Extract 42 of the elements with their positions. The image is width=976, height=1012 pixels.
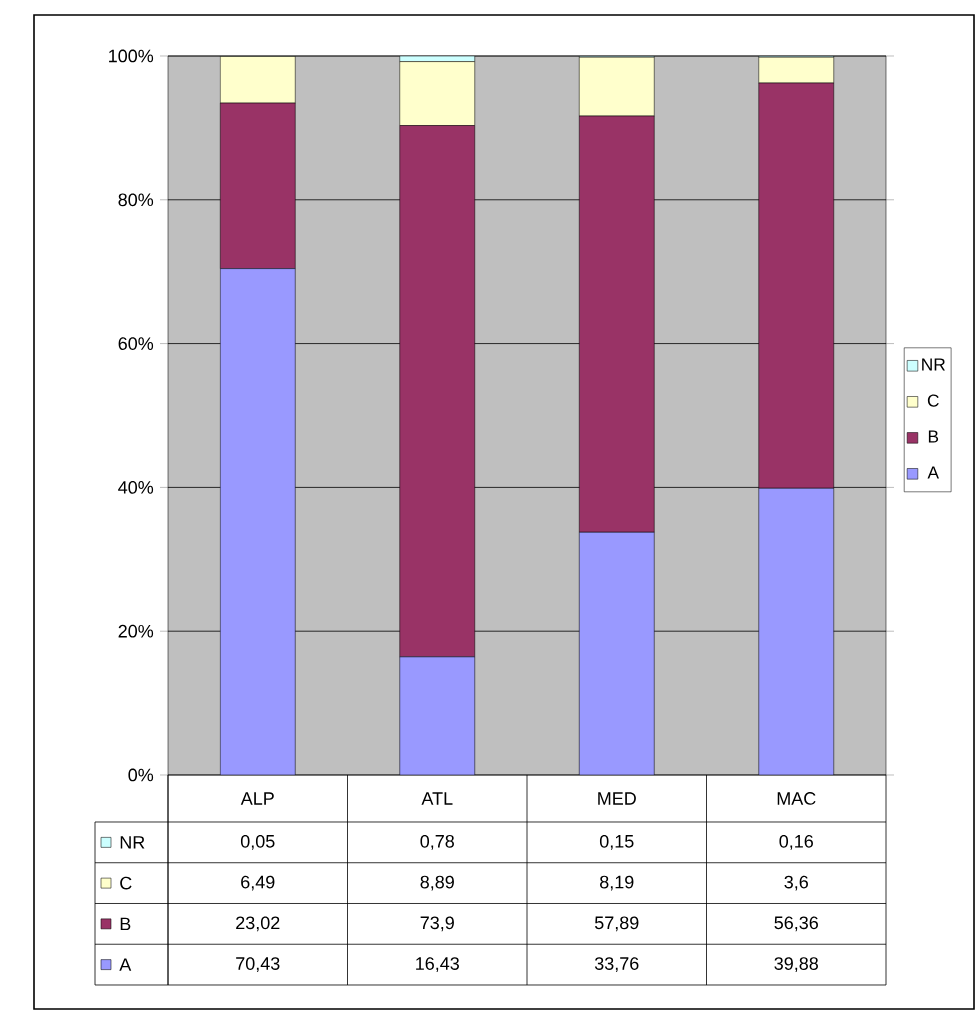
x-tick-label: MAC: [777, 792, 816, 805]
data-label: 8,89: [420, 875, 454, 891]
text: C: [120, 876, 132, 890]
legend-label: C: [927, 394, 939, 407]
data-label: 56,36: [774, 916, 818, 932]
y-tick-label: 0%: [128, 768, 154, 782]
data-label: 0,05: [240, 834, 275, 850]
data-label: 16,43: [416, 957, 459, 973]
data-label: 23,02: [236, 916, 280, 932]
bar: [219, 56, 296, 104]
data-label: 0,15: [599, 834, 634, 850]
text: B: [120, 917, 131, 931]
x-tick-label: ATL: [421, 792, 453, 805]
bar: [399, 656, 476, 775]
bar: [758, 56, 835, 84]
legend-label: B: [928, 430, 939, 443]
data-label: 3,6: [784, 875, 808, 891]
x-tick-label: ALP: [240, 792, 274, 805]
x-tick-label: MED: [598, 792, 636, 805]
y-tick-label: 20%: [118, 624, 154, 638]
data-label: 70,43: [236, 957, 280, 973]
data-label: 57,89: [594, 916, 639, 932]
data-label: 39,88: [774, 957, 818, 973]
bar: [399, 61, 476, 126]
data-label: 73,9: [420, 916, 454, 932]
bar: [758, 487, 835, 775]
y-tick-label: 40%: [118, 481, 154, 494]
bar: [578, 531, 655, 775]
legend-label: A: [927, 466, 940, 479]
data-label: 6,49: [241, 875, 275, 891]
bar: [219, 268, 296, 775]
data-label: 33,76: [594, 957, 639, 973]
data-label: 0,78: [420, 834, 454, 850]
y-tick-label: 80%: [118, 193, 154, 207]
legend-label: NR: [922, 358, 945, 371]
y-tick-label: 100%: [109, 49, 154, 63]
y-tick-label: 60%: [118, 337, 154, 350]
data-label: 0,16: [779, 834, 813, 850]
text: A: [119, 958, 132, 971]
bar: [578, 56, 655, 117]
data-label: 8,19: [600, 875, 634, 891]
text: NR: [120, 836, 145, 849]
